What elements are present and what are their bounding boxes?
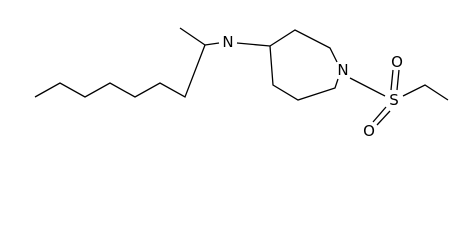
bond	[179, 27, 206, 46]
bond	[372, 106, 387, 123]
bond	[390, 69, 394, 91]
bond	[376, 110, 391, 126]
atom-label: N	[337, 61, 348, 79]
alkyl-chain	[34, 44, 206, 98]
ethyl	[402, 84, 449, 101]
ring	[269, 29, 338, 63]
bond	[349, 77, 386, 97]
bond	[236, 42, 271, 47]
bond	[396, 69, 400, 91]
bond	[204, 42, 220, 46]
ring	[269, 45, 339, 101]
atom-label: O	[391, 53, 403, 71]
atom-label: S	[389, 91, 399, 109]
atom-label: O	[363, 122, 375, 140]
molecule: N N S O O	[34, 27, 449, 140]
atom-label: N	[222, 33, 233, 51]
